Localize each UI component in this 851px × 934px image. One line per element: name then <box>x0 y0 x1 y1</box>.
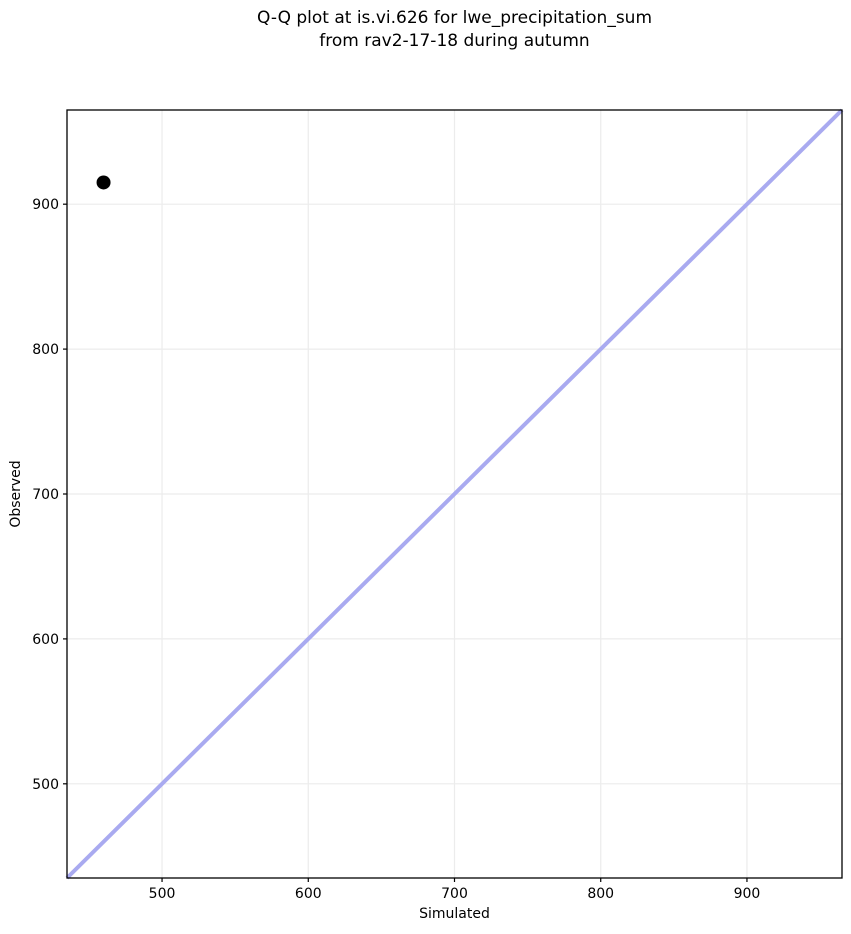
chart-title-line2: from rav2-17-18 during autumn <box>319 31 590 51</box>
x-tick-label: 800 <box>587 886 614 902</box>
identity-line <box>65 108 844 880</box>
x-tick-label: 500 <box>149 886 176 902</box>
y-tick-label: 800 <box>32 342 59 358</box>
y-tick-label: 600 <box>32 632 59 648</box>
x-tick-label: 700 <box>441 886 468 902</box>
x-tick-label: 600 <box>295 886 322 902</box>
data-point <box>96 175 111 190</box>
chart-title: Q-Q plot at is.vi.626 for lwe_precipitat… <box>67 7 842 53</box>
y-tick-label: 700 <box>32 487 59 503</box>
y-axis-label: Observed <box>8 460 24 528</box>
y-tick-label: 500 <box>32 777 59 793</box>
y-tick-label: 900 <box>32 197 59 213</box>
x-tick-label: 900 <box>734 886 761 902</box>
x-axis-label: Simulated <box>419 906 490 922</box>
chart-title-line1: Q-Q plot at is.vi.626 for lwe_precipitat… <box>256 8 653 28</box>
